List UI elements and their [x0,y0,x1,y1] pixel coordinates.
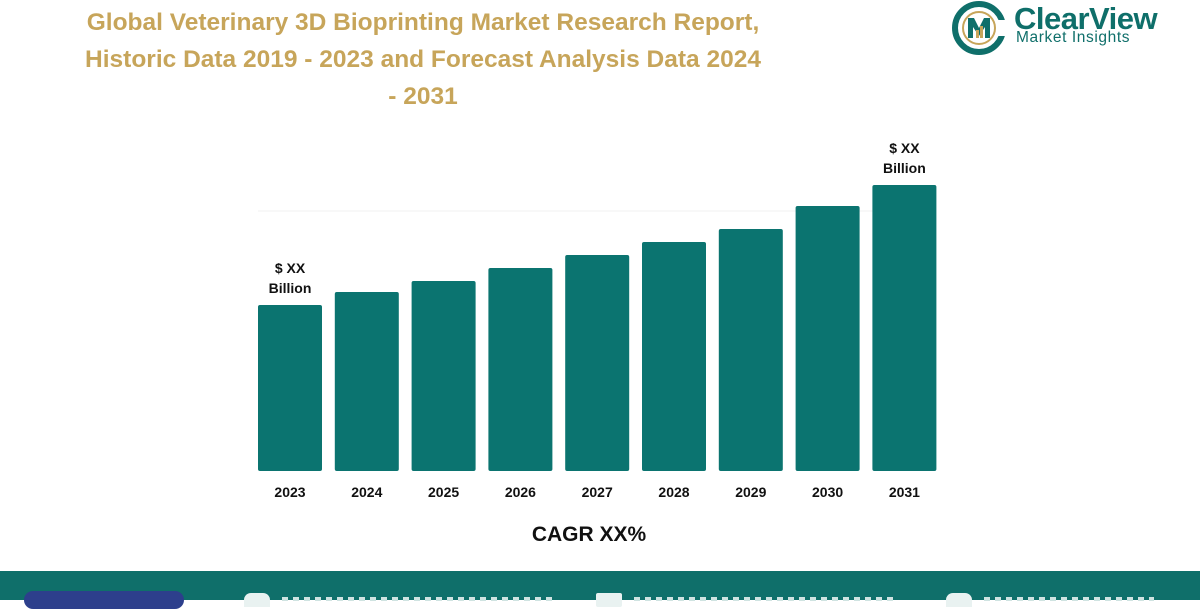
title-line: Historic Data 2019 - 2023 and Forecast A… [85,46,761,73]
x-tick-label: 2027 [582,484,613,500]
x-tick-label: 2030 [812,484,843,500]
bar-2025 [411,281,476,471]
x-tick-label: 2026 [505,484,536,500]
x-tick-label: 2023 [274,484,305,500]
bar-2029 [718,229,783,471]
bar-2028 [642,242,706,471]
globe-icon [244,593,270,607]
bar-2026 [488,268,553,471]
data-labels-group: $ XX Billion $ XX Billion [269,140,926,296]
envelope-icon [596,593,622,607]
chart-caption: CAGR XX% [532,523,647,546]
x-tick-label: 2024 [351,484,382,500]
page-title: Global Veterinary 3D Bioprinting Market … [18,4,828,115]
data-label-2031: $ XX [889,140,920,156]
phone-icon [946,593,972,607]
x-tick-label: 2028 [658,484,689,500]
logo-name: ClearView [1014,1,1158,36]
bars-group [258,185,937,471]
x-axis-labels: 2023 2024 2025 2026 2027 2028 2029 2030 2031 [274,484,920,500]
data-label-2023: $ XX [275,260,306,276]
footer-bar [0,571,1200,609]
x-tick-label: 2025 [428,484,459,500]
footer-text-placeholder [634,597,894,601]
footer-button[interactable] [24,591,184,609]
bar-2030 [795,206,860,471]
data-label-2023: Billion [269,280,312,296]
footer-text-placeholder [282,597,552,601]
title-line: Global Veterinary 3D Bioprinting Market … [86,9,760,36]
data-label-2031: Billion [883,160,926,176]
x-tick-label: 2031 [889,484,920,500]
title-line: - 2031 [388,83,458,110]
clearview-logo-icon [952,1,1006,55]
bar-2023 [258,305,322,471]
clearview-logo: ClearView Market Insights [950,0,1170,56]
bar-2027 [565,255,630,471]
bar-chart: 2023 2024 2025 2026 2027 2028 2029 2030 2031 $ X… [258,140,937,546]
bar-2024 [334,292,399,471]
x-tick-label: 2029 [735,484,766,500]
bar-2031 [872,185,937,471]
footer-text-placeholder [984,597,1154,601]
logo-tagline: Market Insights [1016,29,1131,46]
